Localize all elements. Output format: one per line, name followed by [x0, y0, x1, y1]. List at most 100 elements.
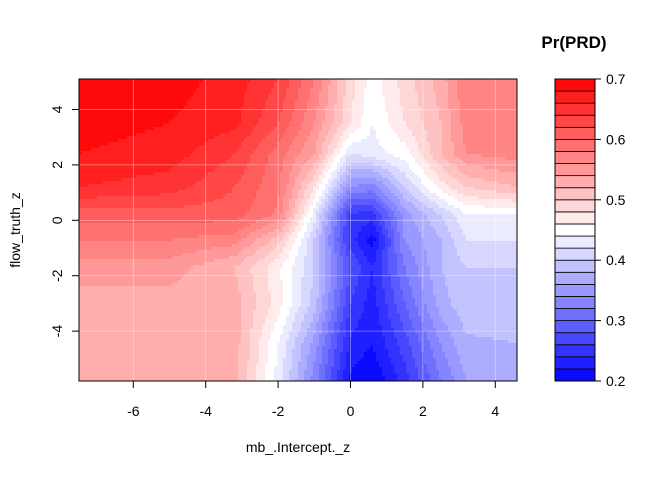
- contour-cell: [418, 145, 421, 148]
- contour-cell: [190, 103, 193, 106]
- contour-cell: [163, 85, 166, 88]
- contour-cell: [265, 115, 268, 118]
- contour-cell: [199, 151, 202, 154]
- contour-cell: [493, 91, 496, 94]
- contour-cell: [493, 139, 496, 142]
- contour-cell: [505, 82, 508, 85]
- contour-cell: [91, 100, 94, 103]
- contour-cell: [457, 91, 460, 94]
- contour-cell: [472, 121, 475, 124]
- contour-cell: [157, 124, 160, 127]
- contour-cell: [190, 157, 193, 160]
- contour-cell: [223, 85, 226, 88]
- contour-cell: [433, 178, 436, 181]
- contour-cell: [169, 178, 172, 181]
- contour-cell: [100, 142, 103, 145]
- contour-cell: [109, 103, 112, 106]
- contour-cell: [187, 97, 190, 100]
- contour-cell: [154, 148, 157, 151]
- contour-cell: [367, 112, 370, 115]
- contour-cell: [445, 154, 448, 157]
- contour-cell: [298, 124, 301, 127]
- contour-cell: [457, 112, 460, 115]
- contour-cell: [313, 103, 316, 106]
- contour-cell: [202, 106, 205, 109]
- contour-cell: [277, 112, 280, 115]
- contour-cell: [79, 82, 82, 85]
- contour-cell: [82, 94, 85, 97]
- contour-cell: [361, 139, 364, 142]
- contour-cell: [109, 100, 112, 103]
- contour-cell: [403, 130, 406, 133]
- contour-cell: [250, 127, 253, 130]
- contour-cell: [499, 151, 502, 154]
- contour-cell: [289, 148, 292, 151]
- contour-cell: [169, 112, 172, 115]
- contour-cell: [82, 106, 85, 109]
- contour-cell: [340, 130, 343, 133]
- contour-cell: [373, 148, 376, 151]
- contour-cell: [265, 121, 268, 124]
- contour-cell: [298, 112, 301, 115]
- contour-cell: [319, 91, 322, 94]
- contour-cell: [268, 166, 271, 169]
- contour-cell: [256, 166, 259, 169]
- contour-cell: [214, 85, 217, 88]
- contour-cell: [268, 91, 271, 94]
- contour-cell: [433, 154, 436, 157]
- contour-cell: [511, 145, 514, 148]
- contour-cell: [280, 115, 283, 118]
- contour-cell: [241, 88, 244, 91]
- contour-cell: [499, 103, 502, 106]
- contour-cell: [79, 97, 82, 100]
- contour-cell: [139, 157, 142, 160]
- contour-cell: [364, 166, 367, 169]
- contour-cell: [484, 121, 487, 124]
- contour-cell: [406, 172, 409, 175]
- contour-cell: [307, 130, 310, 133]
- contour-cell: [418, 172, 421, 175]
- contour-cell: [235, 97, 238, 100]
- contour-cell: [508, 160, 511, 163]
- contour-cell: [235, 115, 238, 118]
- contour-cell: [100, 91, 103, 94]
- contour-cell: [355, 94, 358, 97]
- contour-cell: [157, 115, 160, 118]
- contour-cell: [493, 157, 496, 160]
- contour-cell: [454, 127, 457, 130]
- contour-cell: [400, 157, 403, 160]
- contour-cell: [478, 94, 481, 97]
- contour-cell: [304, 94, 307, 97]
- contour-cell: [508, 115, 511, 118]
- contour-cell: [460, 100, 463, 103]
- contour-cell: [193, 178, 196, 181]
- contour-cell: [394, 115, 397, 118]
- contour-cell: [202, 166, 205, 169]
- contour-cell: [490, 136, 493, 139]
- contour-cell: [454, 133, 457, 136]
- contour-cell: [406, 169, 409, 172]
- contour-cell: [340, 94, 343, 97]
- contour-cell: [289, 169, 292, 172]
- contour-cell: [274, 169, 277, 172]
- contour-cell: [307, 82, 310, 85]
- contour-cell: [499, 97, 502, 100]
- contour-cell: [370, 115, 373, 118]
- contour-cell: [196, 175, 199, 178]
- contour-cell: [250, 106, 253, 109]
- contour-cell: [244, 82, 247, 85]
- contour-cell: [382, 91, 385, 94]
- contour-cell: [82, 136, 85, 139]
- contour-cell: [403, 148, 406, 151]
- contour-cell: [241, 160, 244, 163]
- contour-cell: [151, 148, 154, 151]
- contour-cell: [325, 154, 328, 157]
- contour-cell: [406, 151, 409, 154]
- contour-cell: [286, 118, 289, 121]
- contour-cell: [499, 112, 502, 115]
- contour-cell: [259, 103, 262, 106]
- contour-cell: [169, 82, 172, 85]
- contour-cell: [310, 115, 313, 118]
- contour-cell: [436, 166, 439, 169]
- contour-cell: [463, 91, 466, 94]
